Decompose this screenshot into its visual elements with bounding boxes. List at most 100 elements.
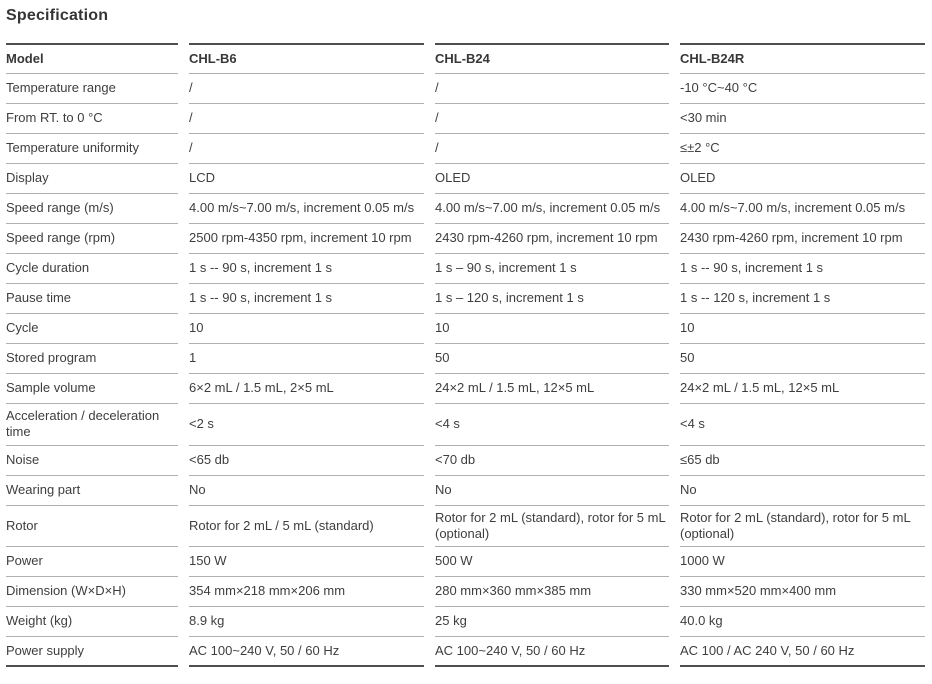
row-label: Rotor <box>6 506 178 547</box>
cell-value: / <box>189 134 424 164</box>
table-row: Weight (kg) 8.9 kg 25 kg 40.0 kg <box>6 607 925 637</box>
cell-value: 1 s -- 90 s, increment 1 s <box>189 254 424 284</box>
row-label: Stored program <box>6 344 178 374</box>
cell-value: 280 mm×360 mm×385 mm <box>435 577 669 607</box>
cell-value: 25 kg <box>435 607 669 637</box>
cell-value: <30 min <box>680 104 925 134</box>
cell-value: 1 s -- 90 s, increment 1 s <box>680 254 925 284</box>
cell-value: 354 mm×218 mm×206 mm <box>189 577 424 607</box>
cell-value: 4.00 m/s~7.00 m/s, increment 0.05 m/s <box>435 194 669 224</box>
table-row: Cycle duration 1 s -- 90 s, increment 1 s… <box>6 254 925 284</box>
row-label: From RT. to 0 °C <box>6 104 178 134</box>
cell-value: <4 s <box>435 404 669 446</box>
cell-value: OLED <box>435 164 669 194</box>
cell-value: <4 s <box>680 404 925 446</box>
row-label: Dimension (W×D×H) <box>6 577 178 607</box>
cell-value: 330 mm×520 mm×400 mm <box>680 577 925 607</box>
cell-value: AC 100~240 V, 50 / 60 Hz <box>435 637 669 667</box>
table-row: Wearing part No No No <box>6 476 925 506</box>
column-header: CHL-B24 <box>435 43 669 74</box>
cell-value: 1000 W <box>680 547 925 577</box>
cell-value: <65 db <box>189 446 424 476</box>
cell-value: 1 <box>189 344 424 374</box>
table-row: From RT. to 0 °C / / <30 min <box>6 104 925 134</box>
row-label: Noise <box>6 446 178 476</box>
cell-value: 24×2 mL / 1.5 mL, 12×5 mL <box>680 374 925 404</box>
table-row: Dimension (W×D×H) 354 mm×218 mm×206 mm 280… <box>6 577 925 607</box>
page-title: Specification <box>6 7 109 24</box>
table-row: Cycle 10 10 10 <box>6 314 925 344</box>
table-row: Temperature uniformity / / ≤±2 °C <box>6 134 925 164</box>
row-label: Cycle <box>6 314 178 344</box>
table-row: Speed range (m/s) 4.00 m/s~7.00 m/s, incr… <box>6 194 925 224</box>
table-row: Pause time 1 s -- 90 s, increment 1 s 1 s … <box>6 284 925 314</box>
table-row: Sample volume 6×2 mL / 1.5 mL, 2×5 mL 24×2… <box>6 374 925 404</box>
column-header: CHL-B6 <box>189 43 424 74</box>
table-header-row: Model CHL-B6 CHL-B24 CHL-B24R <box>6 43 925 74</box>
cell-value: / <box>189 104 424 134</box>
cell-value: 1 s – 90 s, increment 1 s <box>435 254 669 284</box>
row-label: Speed range (m/s) <box>6 194 178 224</box>
row-label: Weight (kg) <box>6 607 178 637</box>
row-label: Display <box>6 164 178 194</box>
cell-value: 500 W <box>435 547 669 577</box>
cell-value: / <box>435 74 669 104</box>
table-row: Power supply AC 100~240 V, 50 / 60 Hz AC 1… <box>6 637 925 667</box>
cell-value: / <box>435 134 669 164</box>
cell-value: 2430 rpm-4260 rpm, increment 10 rpm <box>435 224 669 254</box>
cell-value: 2430 rpm-4260 rpm, increment 10 rpm <box>680 224 925 254</box>
row-label: Power <box>6 547 178 577</box>
cell-value: 50 <box>680 344 925 374</box>
column-header: CHL-B24R <box>680 43 925 74</box>
row-label: Speed range (rpm) <box>6 224 178 254</box>
table-row: Acceleration / deceleration time <2 s <4 s… <box>6 404 925 446</box>
cell-value: <70 db <box>435 446 669 476</box>
cell-value: 1 s -- 90 s, increment 1 s <box>189 284 424 314</box>
cell-value: OLED <box>680 164 925 194</box>
cell-value: / <box>189 74 424 104</box>
cell-value: Rotor for 2 mL / 5 mL (standard) <box>189 506 424 547</box>
table-row: Stored program 1 50 50 <box>6 344 925 374</box>
cell-value: -10 °C~40 °C <box>680 74 925 104</box>
row-label: Acceleration / deceleration time <box>6 404 178 446</box>
column-header-model: Model <box>6 43 178 74</box>
cell-value: 10 <box>680 314 925 344</box>
cell-value: 10 <box>435 314 669 344</box>
table-row: Power 150 W 500 W 1000 W <box>6 547 925 577</box>
cell-value: AC 100~240 V, 50 / 60 Hz <box>189 637 424 667</box>
specification-table: Model CHL-B6 CHL-B24 CHL-B24R Temperature r… <box>6 43 925 667</box>
cell-value: No <box>680 476 925 506</box>
cell-value: No <box>435 476 669 506</box>
cell-value: 50 <box>435 344 669 374</box>
row-label: Cycle duration <box>6 254 178 284</box>
cell-value: 8.9 kg <box>189 607 424 637</box>
cell-value: 1 s -- 120 s, increment 1 s <box>680 284 925 314</box>
cell-value: 4.00 m/s~7.00 m/s, increment 0.05 m/s <box>680 194 925 224</box>
row-label: Temperature range <box>6 74 178 104</box>
row-label: Wearing part <box>6 476 178 506</box>
cell-value: <2 s <box>189 404 424 446</box>
cell-value: LCD <box>189 164 424 194</box>
cell-value: ≤65 db <box>680 446 925 476</box>
cell-value: ≤±2 °C <box>680 134 925 164</box>
row-label: Pause time <box>6 284 178 314</box>
cell-value: 1 s – 120 s, increment 1 s <box>435 284 669 314</box>
row-label: Power supply <box>6 637 178 667</box>
cell-value: AC 100 / AC 240 V, 50 / 60 Hz <box>680 637 925 667</box>
cell-value: 40.0 kg <box>680 607 925 637</box>
cell-value: 4.00 m/s~7.00 m/s, increment 0.05 m/s <box>189 194 424 224</box>
table-row: Display LCD OLED OLED <box>6 164 925 194</box>
row-label: Sample volume <box>6 374 178 404</box>
cell-value: 24×2 mL / 1.5 mL, 12×5 mL <box>435 374 669 404</box>
row-label: Temperature uniformity <box>6 134 178 164</box>
cell-value: 2500 rpm-4350 rpm, increment 10 rpm <box>189 224 424 254</box>
cell-value: Rotor for 2 mL (standard), rotor for 5 m… <box>680 506 925 547</box>
cell-value: 6×2 mL / 1.5 mL, 2×5 mL <box>189 374 424 404</box>
cell-value: No <box>189 476 424 506</box>
cell-value: 150 W <box>189 547 424 577</box>
table-row: Rotor Rotor for 2 mL / 5 mL (standard) Rot… <box>6 506 925 547</box>
table-row: Noise <65 db <70 db ≤65 db <box>6 446 925 476</box>
cell-value: / <box>435 104 669 134</box>
cell-value: 10 <box>189 314 424 344</box>
cell-value: Rotor for 2 mL (standard), rotor for 5 m… <box>435 506 669 547</box>
